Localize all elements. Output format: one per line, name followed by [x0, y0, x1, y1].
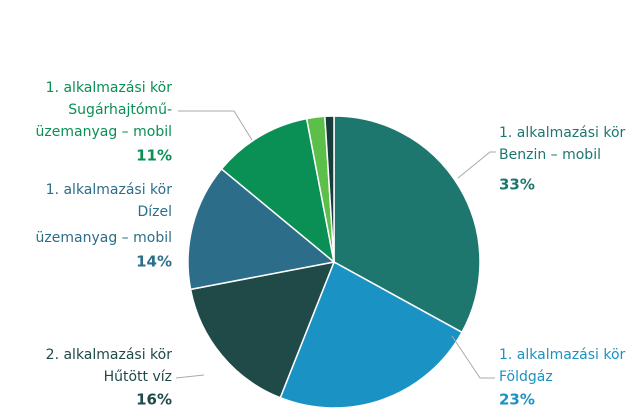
slice-label: üzemanyag – mobil: [36, 124, 172, 140]
slice-label: Benzin – mobil: [499, 147, 601, 163]
leader-line: [178, 110, 253, 141]
pie-slice: [324, 115, 335, 263]
slice-label: üzemanyag – mobil: [36, 230, 172, 246]
slice-label: Hűtött víz: [104, 369, 172, 385]
slice-label: 1. alkalmazási kör: [499, 347, 626, 363]
slice-label: Sugárhajtómű-: [68, 102, 172, 118]
slice-label: 1. alkalmazási kör: [46, 182, 173, 198]
slice-label: Dízel: [137, 204, 172, 220]
pie-slice: [189, 261, 336, 399]
slice-label: 2. alkalmazási kör: [46, 347, 173, 363]
pie-slice: [187, 167, 336, 291]
slice-label: 1. alkalmazási kör: [46, 80, 173, 96]
value-label: 14%: [136, 253, 172, 271]
slice-label: 1. alkalmazási kör: [499, 125, 626, 141]
value-label: 33%: [499, 176, 535, 194]
leader-line: [175, 374, 205, 379]
slice-label: Földgáz: [499, 369, 553, 385]
pie-slice: [220, 117, 336, 264]
pie-slice: [279, 260, 463, 408]
pie-slice: [333, 115, 481, 334]
value-label: 16%: [136, 391, 172, 408]
value-label: 11%: [136, 147, 172, 165]
leader-line: [457, 151, 496, 179]
leader-line: [451, 335, 495, 379]
value-label: 23%: [499, 391, 535, 408]
